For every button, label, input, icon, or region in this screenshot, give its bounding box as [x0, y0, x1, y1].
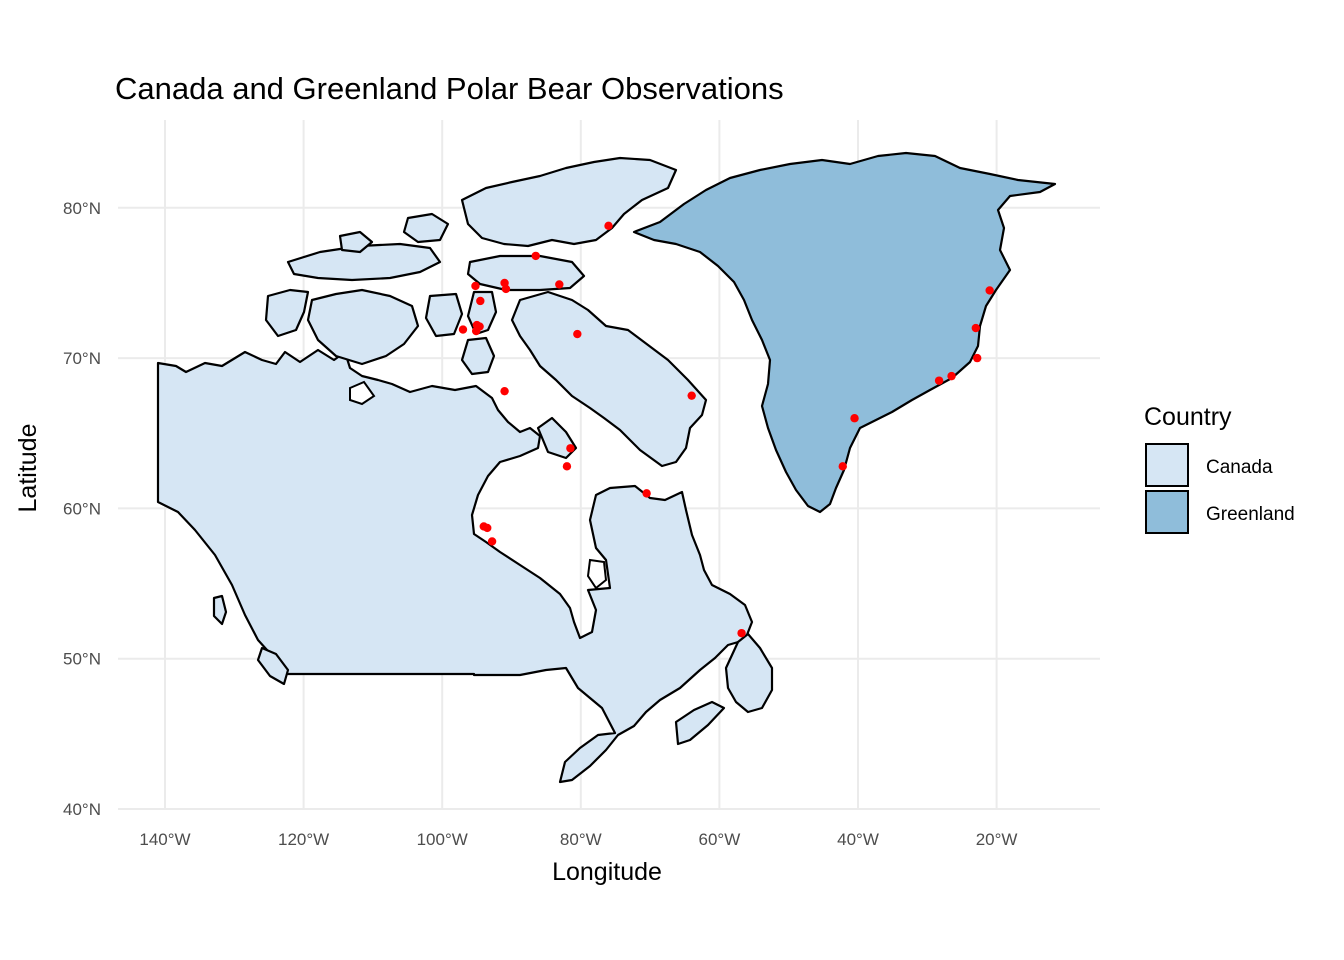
canada-vancouver-island	[256, 646, 290, 686]
observation-point	[971, 323, 981, 333]
canada-prince-of-wales-island	[424, 292, 464, 338]
observation-point	[500, 386, 509, 396]
canada-victoria-island	[306, 288, 420, 366]
legend-swatch-greenland	[1145, 490, 1189, 534]
y-tick-label: 70°N	[63, 349, 101, 368]
observation-point	[487, 537, 497, 546]
great-bear-lake	[349, 380, 376, 406]
x-axis-ticks: 140°W 120°W 100°W 80°W 60°W 40°W 20°W	[139, 830, 1017, 849]
observation-point	[934, 376, 944, 385]
observation-point	[501, 284, 511, 294]
canada-boothia	[460, 336, 496, 376]
james-bay	[586, 558, 608, 590]
observation-point	[737, 628, 746, 638]
observation-point	[985, 286, 994, 295]
observation-point	[562, 462, 572, 471]
canada-banks-island	[264, 288, 310, 338]
legend-title: Country	[1144, 403, 1232, 431]
canada-haida-gwaii	[212, 594, 228, 626]
observation-point	[687, 391, 696, 400]
observation-point	[838, 462, 847, 471]
canada-newfoundland	[724, 632, 774, 714]
x-tick-label: 80°W	[560, 830, 602, 849]
chart-title: Canada and Greenland Polar Bear Observat…	[115, 71, 784, 106]
observation-point	[947, 371, 956, 381]
x-tick-label: 100°W	[417, 830, 468, 849]
observation-point	[555, 280, 564, 289]
canada-mainland	[156, 348, 754, 784]
y-tick-label: 60°N	[63, 499, 101, 518]
lakes-layer	[349, 380, 608, 590]
observation-point	[604, 221, 613, 231]
observation-point	[850, 414, 859, 423]
observation-point	[573, 329, 582, 339]
canada-baffin-island	[510, 290, 708, 468]
observation-point	[531, 251, 540, 261]
observation-point	[471, 281, 480, 291]
canada-maritimes	[674, 700, 726, 746]
x-tick-label: 60°W	[699, 830, 741, 849]
y-axis-label: Latitude	[14, 424, 42, 513]
observation-points	[458, 221, 994, 638]
canada-ellef-ringnes-island	[338, 230, 374, 254]
canada-devon-island	[466, 254, 586, 292]
canada-axel-heiberg-island	[402, 212, 450, 244]
greenland	[632, 151, 1057, 514]
observation-point	[566, 444, 575, 453]
observation-point	[476, 296, 485, 306]
land-layer	[156, 151, 1057, 784]
y-axis-ticks: 40°N 50°N 60°N 70°N 80°N	[63, 199, 101, 819]
x-axis-label: Longitude	[552, 858, 662, 886]
observation-point	[972, 353, 982, 363]
observation-point	[483, 523, 492, 533]
y-tick-label: 40°N	[63, 800, 101, 819]
observation-point	[642, 489, 651, 498]
y-tick-label: 80°N	[63, 199, 101, 218]
legend-swatch-canada	[1145, 443, 1189, 487]
x-tick-label: 140°W	[139, 830, 190, 849]
observation-point	[458, 325, 468, 334]
observation-point	[471, 326, 481, 336]
x-tick-label: 40°W	[837, 830, 879, 849]
canada-ellesmere-island	[460, 156, 678, 248]
x-tick-label: 120°W	[278, 830, 329, 849]
legend-label-greenland: Greenland	[1206, 504, 1295, 525]
legend: Country Canada Greenland	[1144, 403, 1295, 534]
x-tick-label: 20°W	[976, 830, 1018, 849]
y-tick-label: 50°N	[63, 650, 101, 669]
legend-label-canada: Canada	[1206, 457, 1273, 478]
